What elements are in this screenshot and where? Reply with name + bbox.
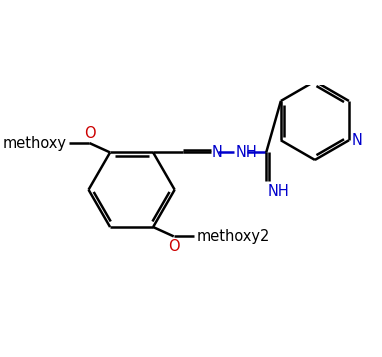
Text: methoxy: methoxy <box>3 136 67 151</box>
Text: N: N <box>352 133 363 148</box>
Text: O: O <box>84 126 95 141</box>
Text: NH: NH <box>268 183 290 198</box>
Text: methoxy2: methoxy2 <box>196 229 270 244</box>
Text: O: O <box>168 238 180 253</box>
Text: N: N <box>212 145 223 160</box>
Text: NH: NH <box>235 145 257 160</box>
